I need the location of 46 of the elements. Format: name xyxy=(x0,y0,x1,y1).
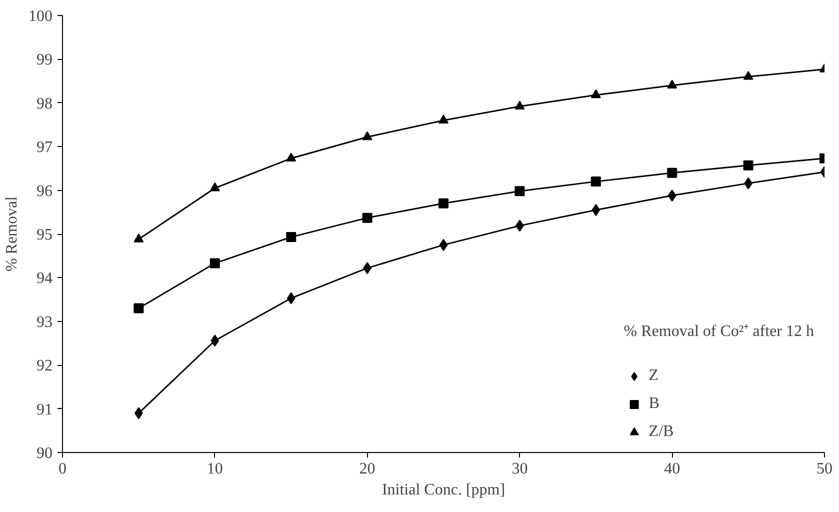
point xyxy=(514,100,525,110)
point xyxy=(286,232,296,242)
y-tick-label: 97 xyxy=(36,139,52,156)
y-tick-label: 94 xyxy=(36,270,52,288)
x-tick-label: 30 xyxy=(512,460,528,478)
point xyxy=(286,292,296,304)
point xyxy=(210,258,220,268)
point xyxy=(668,190,676,202)
point xyxy=(210,334,220,347)
y-tick-label: 100 xyxy=(28,8,52,25)
legend-label: B xyxy=(648,395,660,413)
y-tick-label: 92 xyxy=(36,358,52,375)
point xyxy=(210,182,220,192)
point xyxy=(743,70,754,80)
y-tick-label: 95 xyxy=(36,226,52,244)
x-tick-label: 10 xyxy=(206,460,223,478)
legend-title: % Removal of Co²⁺ after 12 h xyxy=(624,322,814,341)
y-tick-label: 93 xyxy=(36,314,52,331)
y-tick-label: 91 xyxy=(36,401,52,418)
point xyxy=(362,212,372,223)
point xyxy=(362,131,372,140)
legend-label: Z/B xyxy=(648,423,674,441)
x-tick-label: 0 xyxy=(58,460,66,478)
y-tick-label: 98 xyxy=(36,95,52,112)
point xyxy=(667,168,678,178)
point xyxy=(438,114,448,124)
y-tick-label: 90 xyxy=(36,445,52,462)
x-axis-title: Initial Conc. [ppm] xyxy=(382,482,506,498)
point xyxy=(439,238,448,251)
point xyxy=(438,198,448,208)
point xyxy=(592,204,600,216)
point xyxy=(590,176,601,187)
x-tick-label: 50 xyxy=(816,460,832,478)
legend-label: Z xyxy=(648,367,660,385)
point xyxy=(743,160,754,170)
x-tick-label: 20 xyxy=(359,460,376,478)
point xyxy=(286,152,296,162)
point xyxy=(667,80,678,89)
point xyxy=(590,89,601,98)
point xyxy=(134,234,144,242)
x-tick-label: 40 xyxy=(664,460,680,478)
point xyxy=(134,303,144,314)
y-tick-label: 96 xyxy=(36,182,52,200)
y-tick-label: 99 xyxy=(36,52,52,69)
point xyxy=(514,186,525,196)
y-axis-title: % Removal xyxy=(4,196,20,272)
